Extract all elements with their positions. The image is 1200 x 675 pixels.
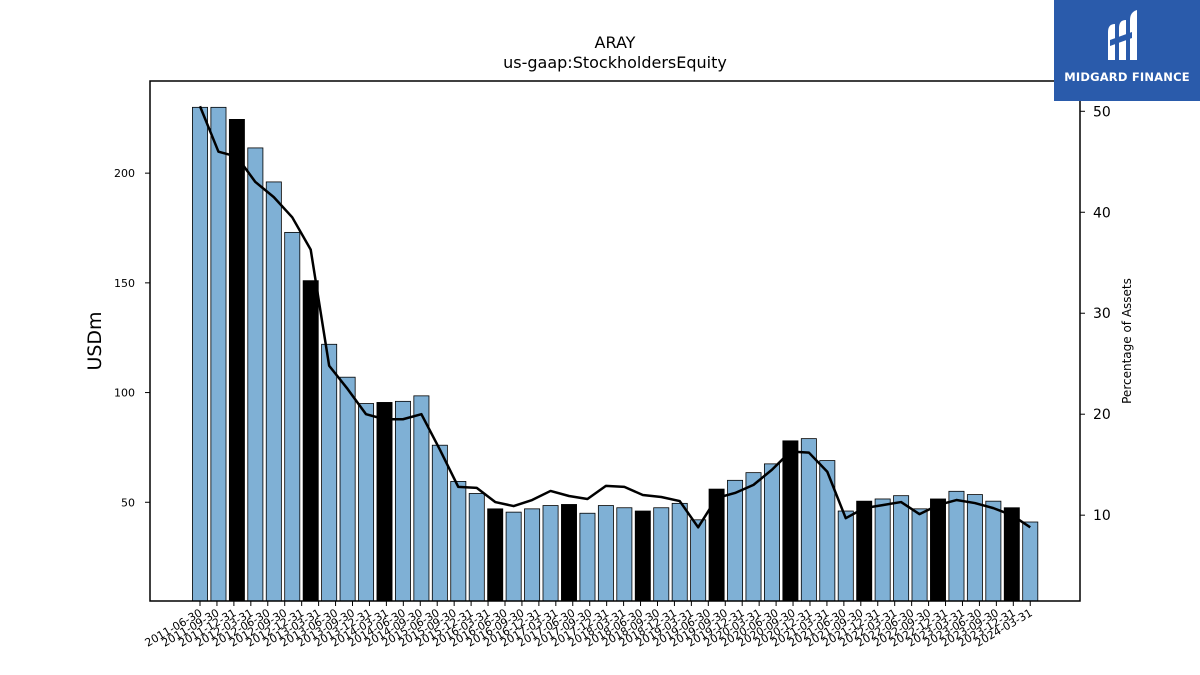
- axes: 5010015020010203040502011-06-302011-09-3…: [114, 80, 1111, 650]
- bar: [579, 512, 596, 602]
- bar: [376, 402, 393, 602]
- bar: [800, 438, 817, 602]
- y2-tick-label: 10: [1093, 508, 1111, 524]
- bar: [505, 511, 522, 602]
- bar: [911, 508, 928, 602]
- bar: [542, 505, 559, 602]
- bar: [302, 280, 319, 602]
- bar: [985, 500, 1002, 602]
- chart-subtitle: us-gaap:StockholdersEquity: [503, 53, 727, 72]
- bar: [653, 507, 670, 602]
- bar: [561, 504, 577, 602]
- bar-series: [192, 106, 1039, 602]
- midgard-logo-icon: [1108, 10, 1137, 60]
- percentage-line-series: [198, 105, 1031, 529]
- y-axis-label: USDm: [84, 311, 106, 370]
- bar: [358, 403, 375, 602]
- bar: [819, 460, 836, 602]
- y2-tick-label: 40: [1093, 205, 1111, 221]
- logo-text: MIDGARD FINANCE: [1064, 70, 1190, 84]
- plot-frame: [149, 80, 1081, 602]
- bar: [634, 510, 651, 602]
- bar: [1003, 507, 1020, 602]
- bar: [192, 106, 208, 602]
- bar: [394, 400, 411, 602]
- bar: [893, 495, 910, 602]
- bar: [228, 119, 245, 602]
- bar: [431, 444, 448, 602]
- chart-title: ARAY: [595, 33, 636, 52]
- bar: [745, 472, 762, 602]
- bar: [450, 481, 467, 602]
- bar: [597, 505, 614, 602]
- bar: [874, 498, 891, 602]
- bar: [247, 147, 264, 602]
- bar: [837, 510, 854, 602]
- bar: [321, 343, 338, 602]
- y2-tick-label: 30: [1093, 306, 1111, 322]
- bar: [763, 463, 780, 602]
- y-tick-label: 50: [121, 496, 135, 509]
- bar: [856, 500, 873, 602]
- bar: [727, 479, 744, 602]
- bar: [930, 498, 946, 602]
- y-tick-label: 100: [114, 387, 135, 400]
- bar: [487, 508, 504, 602]
- bar: [524, 508, 541, 602]
- y2-tick-label: 20: [1093, 407, 1111, 423]
- bar: [284, 231, 301, 602]
- brand-logo: MIDGARD FINANCE: [1054, 0, 1200, 101]
- bar: [690, 519, 707, 602]
- bar: [966, 494, 983, 602]
- y2-axis-label: Percentage of Assets: [1120, 278, 1134, 404]
- bar: [782, 440, 799, 602]
- y-tick-label: 200: [114, 167, 135, 180]
- bar: [671, 502, 688, 602]
- bar: [265, 181, 282, 602]
- y-tick-label: 150: [114, 277, 135, 290]
- bar: [210, 106, 227, 602]
- bar: [948, 490, 965, 602]
- bar: [339, 376, 356, 602]
- y2-tick-label: 50: [1093, 104, 1111, 120]
- bar: [616, 507, 633, 602]
- bar: [468, 493, 485, 602]
- bar: [1022, 521, 1039, 602]
- percentage-line: [198, 105, 1031, 529]
